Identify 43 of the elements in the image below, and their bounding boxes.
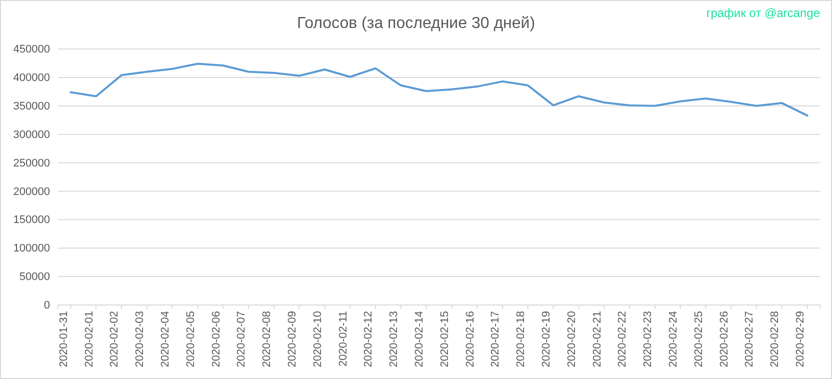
y-tick-label: 300000	[13, 128, 50, 141]
x-tick-label: 2020-02-09	[286, 311, 298, 368]
x-tick-label: 2020-02-11	[337, 311, 350, 366]
x-tick-label: 2020-02-29	[794, 311, 806, 368]
x-tick-label: 2020-02-25	[692, 311, 705, 368]
y-tick-label: 0	[44, 300, 50, 312]
y-tick-label: 50000	[19, 271, 50, 284]
y-tick-label: 450000	[13, 44, 50, 56]
y-tick-label: 350000	[13, 100, 50, 112]
x-tick-label: 2020-02-26	[718, 311, 730, 368]
x-tick-label: 2020-02-17	[490, 311, 502, 368]
y-tick-label: 400000	[13, 72, 50, 84]
x-tick-label: 2020-02-01	[83, 311, 96, 368]
x-tick-label: 2020-02-06	[210, 311, 222, 368]
x-tick-label: 2020-02-03	[134, 311, 146, 368]
x-tick-label: 2020-02-15	[438, 311, 451, 368]
x-tick-label: 2020-02-24	[667, 311, 680, 368]
x-tick-label: 2020-02-08	[261, 311, 274, 368]
x-tick-label: 2020-02-02	[108, 311, 121, 368]
text: график от @arcange	[706, 6, 820, 20]
y-tick-label: 100000	[13, 242, 50, 255]
x-tick-label: 2020-02-13	[388, 311, 400, 368]
y-tick-label: 150000	[13, 214, 50, 226]
x-tick-label: 2020-02-20	[566, 311, 578, 368]
x-tick-label: 2020-02-19	[540, 311, 552, 368]
x-tick-label: 2020-02-27	[744, 311, 756, 368]
x-tick-label: 2020-02-21	[591, 311, 604, 368]
chart-title: Голосов (за последние 30 дней)	[296, 15, 536, 32]
y-tick-label: 250000	[13, 157, 50, 170]
line-series	[70, 62, 808, 117]
x-tick-label: 2020-02-04	[159, 311, 172, 368]
y-tick-label: 200000	[13, 186, 50, 198]
x-tick-label: 2020-02-16	[464, 311, 476, 368]
x-tick-label: 2020-02-07	[236, 311, 248, 368]
x-tick-label: 2020-02-23	[642, 311, 654, 368]
x-tick-label: 2020-01-31	[58, 311, 70, 368]
x-tick-label: 2020-02-22	[616, 311, 629, 368]
x-tick-label: 2020-02-10	[312, 311, 324, 368]
x-tick-label: 2020-02-12	[362, 311, 375, 368]
x-tick-label: 2020-02-28	[769, 311, 782, 368]
x-tick-label: 2020-02-18	[515, 311, 528, 368]
x-tick-label: 2020-02-05	[184, 311, 197, 368]
x-tick-label: 2020-02-14	[413, 311, 426, 368]
